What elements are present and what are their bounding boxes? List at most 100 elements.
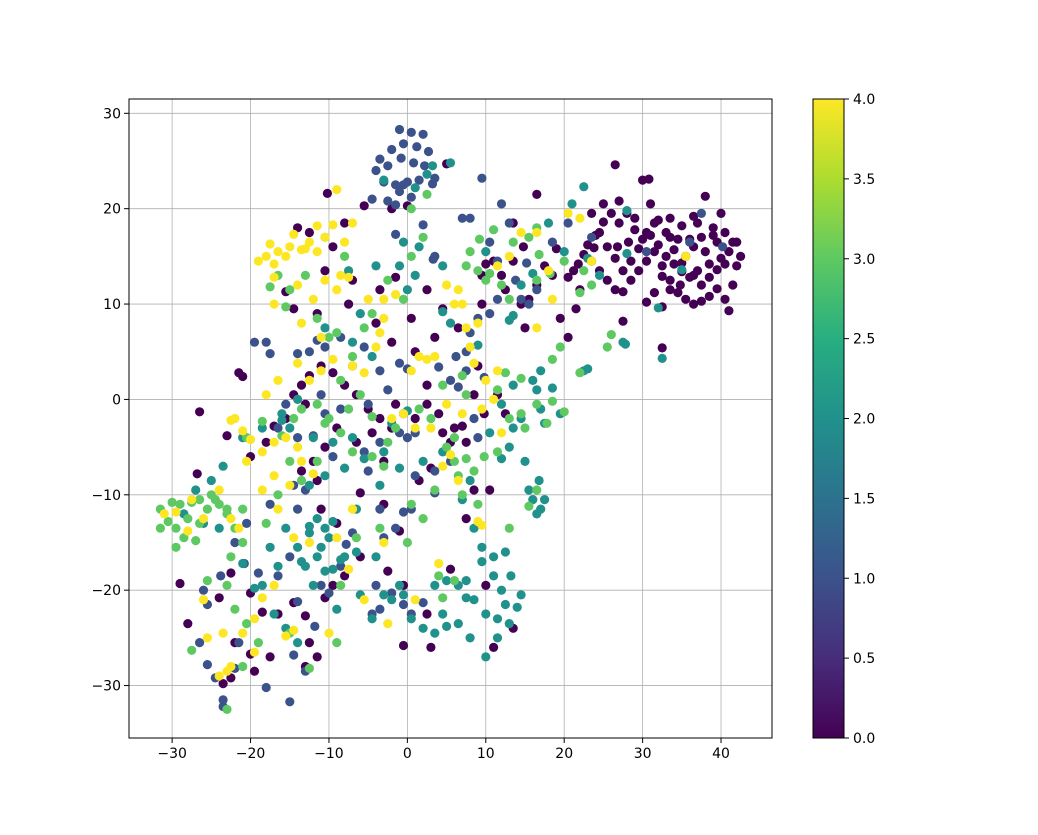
- scatter-point: [477, 404, 487, 414]
- x-tick-label: −10: [314, 746, 344, 762]
- scatter-point: [332, 638, 342, 648]
- scatter-point: [230, 604, 240, 614]
- scatter-point: [422, 189, 432, 199]
- scatter-point: [347, 361, 358, 371]
- scatter-point: [587, 208, 597, 218]
- scatter-point: [453, 285, 463, 295]
- scatter-point: [273, 571, 283, 581]
- scatter-point: [324, 588, 334, 598]
- scatter-point: [465, 213, 475, 223]
- scatter-point: [359, 342, 369, 352]
- scatter-point: [183, 526, 193, 536]
- scatter-point: [461, 261, 471, 271]
- scatter-point: [375, 366, 385, 376]
- scatter-point: [214, 523, 224, 533]
- scatter-point: [669, 245, 679, 255]
- scatter-point: [296, 475, 307, 486]
- scatter-point: [641, 256, 652, 266]
- scatter-point: [253, 568, 263, 578]
- scatter-point: [453, 382, 463, 392]
- scatter-point: [736, 251, 746, 261]
- scatter-point: [422, 399, 432, 409]
- scatter-point: [249, 583, 260, 593]
- scatter-point: [198, 585, 209, 595]
- scatter-point: [520, 423, 530, 433]
- scatter-point: [375, 413, 385, 424]
- x-tick-label: −20: [236, 746, 266, 762]
- scatter-point: [430, 485, 440, 495]
- scatter-point: [406, 499, 416, 509]
- scatter-point: [626, 275, 636, 285]
- scatter-point: [445, 450, 456, 460]
- scatter-point: [516, 590, 526, 600]
- scatter-point: [516, 294, 526, 304]
- scatter-point: [516, 280, 526, 290]
- scatter-point: [532, 399, 542, 409]
- scatter-point: [442, 280, 452, 290]
- scatter-point: [238, 504, 248, 514]
- scatter-point: [312, 399, 322, 409]
- scatter-point: [606, 208, 616, 218]
- scatter-point: [398, 409, 409, 419]
- scatter-point: [344, 564, 354, 574]
- scatter-point: [192, 469, 202, 479]
- scatter-point: [281, 302, 291, 312]
- scatter-point: [489, 225, 499, 235]
- scatter-point: [442, 442, 452, 452]
- scatter-point: [508, 380, 518, 390]
- scatter-point: [681, 294, 691, 304]
- scatter-point: [289, 413, 299, 424]
- scatter-point: [396, 153, 406, 163]
- scatter-point: [406, 614, 416, 624]
- scatter-point: [442, 576, 452, 586]
- scatter-point: [273, 247, 283, 257]
- scatter-point: [626, 256, 636, 266]
- scatter-point: [328, 580, 338, 591]
- scatter-point: [320, 566, 330, 576]
- scatter-point: [606, 330, 616, 340]
- scatter-point: [473, 499, 483, 509]
- scatter-point: [641, 297, 652, 307]
- scatter-point: [492, 633, 503, 643]
- x-tick-label: 0: [403, 746, 412, 762]
- scatter-point: [316, 542, 326, 552]
- scatter-point: [226, 673, 236, 683]
- scatter-point: [438, 380, 448, 390]
- scatter-point: [555, 313, 565, 323]
- scatter-point: [496, 199, 507, 209]
- scatter-point: [191, 536, 201, 546]
- scatter-point: [328, 242, 338, 252]
- scatter-point: [312, 221, 322, 231]
- scatter-point: [665, 213, 675, 223]
- scatter-point: [473, 318, 483, 328]
- scatter-point: [312, 652, 322, 662]
- scatter-point: [485, 485, 495, 495]
- scatter-point: [371, 165, 381, 176]
- scatter-point: [375, 604, 385, 614]
- scatter-point: [159, 509, 169, 519]
- scatter-point: [634, 244, 644, 254]
- scatter-point: [183, 619, 193, 629]
- grid-lines: [129, 99, 772, 738]
- scatter-point: [261, 437, 271, 447]
- scatter-point: [618, 287, 628, 297]
- scatter-point: [167, 497, 177, 507]
- scatter-point: [465, 633, 475, 643]
- scatter-point: [261, 251, 271, 261]
- scatter-point: [238, 426, 248, 436]
- scatter-point: [293, 542, 303, 552]
- scatter-point: [469, 413, 479, 424]
- scatter-point: [712, 265, 722, 275]
- scatter-point: [359, 595, 369, 605]
- scatter-point: [332, 604, 342, 614]
- scatter-point: [320, 275, 330, 285]
- scatter-point: [202, 504, 212, 514]
- scatter-point: [575, 288, 585, 298]
- scatter-point: [528, 375, 538, 385]
- scatter-point: [281, 523, 291, 533]
- scatter-point: [540, 495, 550, 505]
- scatter-point: [293, 394, 303, 404]
- scatter-point: [524, 232, 534, 242]
- scatter-point: [222, 704, 232, 715]
- scatter-point: [418, 129, 428, 139]
